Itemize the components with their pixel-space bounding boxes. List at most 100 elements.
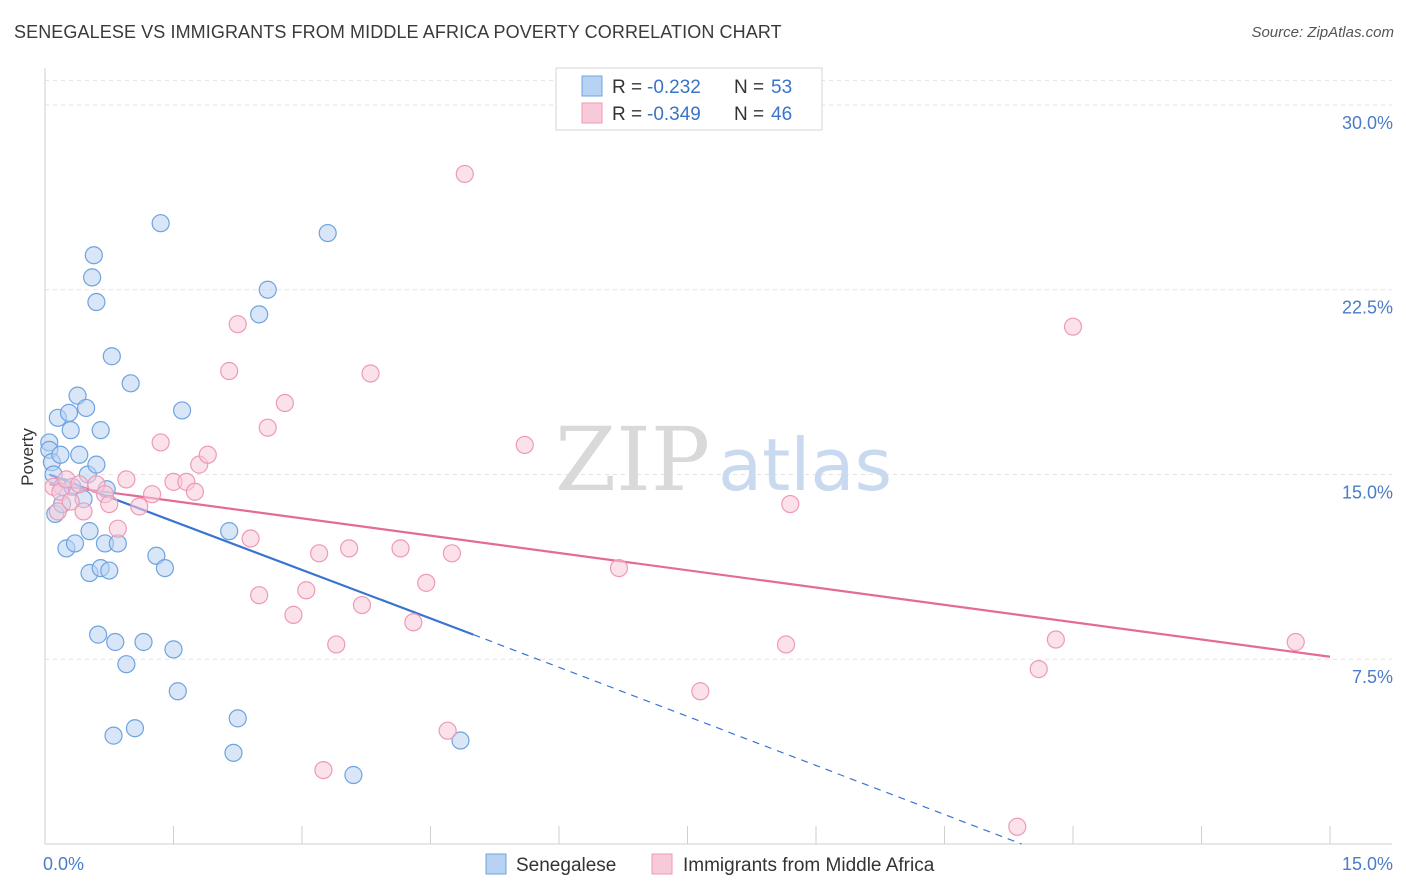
point-s0-30 [100,561,119,580]
watermark: ZIP atlas [555,408,892,511]
legend-n-label-1: N = [734,104,764,125]
point-s1-4 [61,492,80,511]
point-s0-38 [134,632,153,652]
point-s1-24 [258,418,277,437]
point-s1-31 [340,539,359,558]
series-legend-label-middle-africa: Immigrants from Middle Africa [683,855,935,876]
point-s1-46 [1029,659,1048,679]
point-s0-25 [89,625,108,644]
legend-r-value-1: -0.349 [647,104,701,125]
point-s1-30 [327,635,346,654]
point-s0-22 [84,246,103,265]
point-s0-24 [87,455,106,474]
y-axis-label: Poverty [18,428,37,486]
point-s0-26 [91,421,110,440]
point-s0-35 [117,655,136,674]
trend-line-1 [49,483,1331,658]
point-s1-1 [48,502,67,521]
series-legend-label-senegalese: Senegalese [516,855,616,876]
point-s1-25 [275,393,294,413]
x-tick-labels: 0.0% 15.0% [43,854,1393,874]
trend-lines [48,473,1331,845]
point-s0-33 [106,632,125,652]
point-s0-41 [155,558,175,578]
point-s1-39 [455,164,474,184]
point-s0-11 [61,421,80,440]
y-tick-label-3: 30.0% [1342,113,1393,133]
point-s1-36 [417,573,436,592]
stats-legend: R = -0.232 N = 53 R = -0.349 N = 46 [555,67,823,131]
watermark-atlas: atlas [718,423,892,507]
point-s1-34 [391,539,410,558]
point-s0-23 [87,292,106,312]
point-s0-47 [228,709,247,728]
point-s1-29 [314,760,333,780]
legend-n-value-1: 46 [771,104,792,125]
point-s0-50 [318,223,337,243]
point-s0-32 [104,726,123,745]
y-tick-label-2: 22.5% [1342,298,1393,318]
point-s1-22 [241,529,260,548]
point-s1-13 [142,485,162,504]
point-s0-51 [344,765,363,785]
point-s0-17 [77,398,96,418]
y-tick-label-1: 15.0% [1342,482,1393,502]
point-s0-46 [224,743,243,762]
point-s1-23 [250,586,269,605]
legend-n-value-0: 53 [771,77,792,98]
y-tick-label-0: 7.5% [1352,667,1393,687]
point-s1-43 [776,635,796,654]
point-s1-32 [352,595,372,615]
legend-r-label-1: R = [612,104,642,125]
point-s0-36 [121,374,140,393]
point-s1-27 [297,581,316,600]
point-s0-49 [258,280,277,299]
point-s1-21 [228,315,247,334]
watermark-zip: ZIP [555,408,710,511]
point-s1-41 [609,558,629,578]
series-legend-swatch-middle-africa [651,853,673,875]
point-s1-17 [185,482,205,501]
point-s0-10 [59,403,79,422]
y-tick-labels: 7.5% 15.0% 22.5% 30.0% [1342,113,1393,687]
point-s0-6 [51,445,70,464]
point-s1-35 [404,613,423,632]
point-s1-14 [151,433,170,452]
point-s0-15 [70,445,89,464]
legend-r-value-0: -0.232 [647,77,701,98]
point-s1-5 [70,475,89,494]
point-s1-42 [691,682,710,701]
point-s0-43 [168,682,187,701]
trend-line-extension-0 [473,634,1022,845]
point-s1-12 [130,497,149,516]
point-s0-13 [65,534,85,553]
point-s0-14 [68,386,87,405]
source-credit: Source: ZipAtlas.com [1251,24,1394,41]
grid-lines [45,79,1392,660]
point-s1-38 [442,544,462,563]
trend-line-0 [48,473,474,636]
point-s1-6 [74,502,93,521]
point-s0-52 [451,731,470,750]
point-s1-10 [108,519,127,538]
point-s0-42 [164,640,183,659]
point-s0-31 [102,347,121,366]
point-s0-37 [125,719,145,738]
legend-swatch-senegalese [581,75,603,97]
x-tick-label-1: 15.0% [1342,854,1393,874]
point-s1-19 [198,445,217,464]
point-s0-45 [220,522,239,541]
point-s1-11 [117,470,136,489]
data-points [40,164,1305,836]
point-s1-28 [310,544,329,563]
point-s0-21 [83,268,102,287]
point-s1-47 [1046,630,1065,649]
point-s0-40 [151,214,170,233]
point-s0-39 [147,546,166,565]
point-s1-45 [1008,817,1027,836]
point-s1-33 [361,364,380,383]
point-s1-37 [438,721,457,740]
point-s1-44 [781,494,800,514]
point-s0-44 [172,401,192,420]
